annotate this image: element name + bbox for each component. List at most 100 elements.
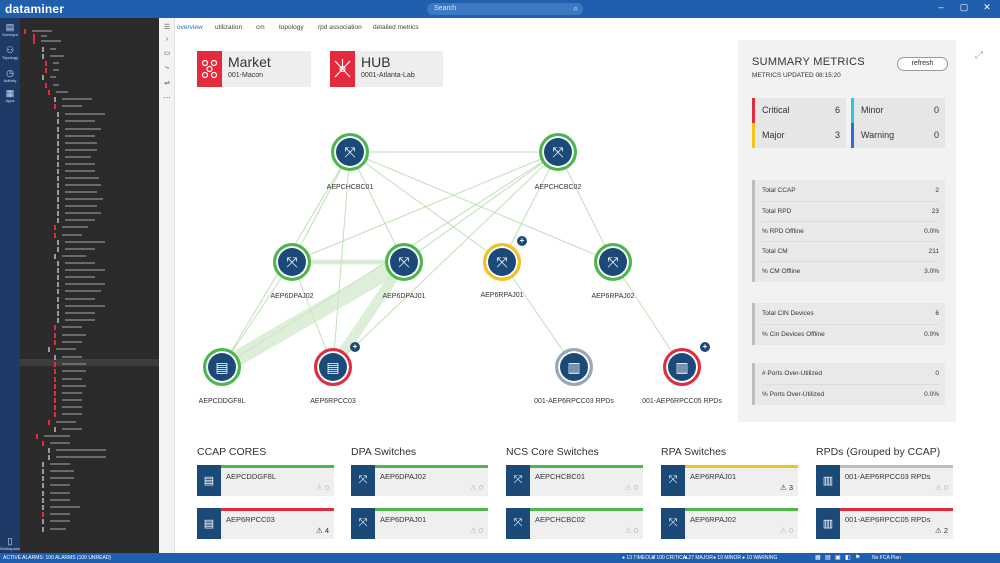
tab-utilization[interactable]: utilization (215, 24, 243, 31)
device-list-item[interactable]: ⤧ AEP6RPAJ01 ⚠ 3 (661, 465, 798, 496)
expand-node-icon[interactable]: + (700, 342, 710, 352)
tree-item[interactable] (62, 334, 86, 336)
menu-icon[interactable]: ☰ (163, 24, 171, 31)
tree-item[interactable] (50, 48, 56, 50)
rail-item-apps[interactable]: ▦ Apps (0, 88, 20, 103)
tree-item[interactable] (65, 262, 95, 264)
device-list-item[interactable]: ▤ AEP6RPCC03 ⚠ 4 (197, 508, 334, 539)
alarm-warning[interactable]: Warning 0 (851, 123, 945, 148)
tree-item[interactable] (62, 326, 82, 328)
tree-item[interactable] (50, 470, 74, 472)
chevron-right-icon[interactable]: › (165, 36, 169, 43)
tree-item[interactable] (50, 477, 74, 479)
rail-item-surveyor[interactable]: ▤ Surveyor (0, 22, 20, 37)
expand-node-icon[interactable]: + (350, 342, 360, 352)
tree-item[interactable] (50, 484, 70, 486)
tab-overview[interactable]: overview (177, 24, 203, 31)
refresh-button[interactable]: refresh (897, 57, 948, 71)
close-icon[interactable]: ✕ (983, 2, 991, 12)
tree-item[interactable] (62, 356, 82, 358)
tree-item[interactable] (32, 30, 52, 32)
tab-detailed-metrics[interactable]: detailed metrics (373, 24, 419, 31)
tree-item[interactable] (62, 392, 82, 394)
tree-item[interactable] (53, 84, 59, 86)
tree-item[interactable] (62, 234, 82, 236)
minimize-icon[interactable]: – (938, 2, 944, 12)
tree-item[interactable] (50, 492, 70, 494)
status-counter[interactable]: ● 13 TIMEOUT (622, 555, 656, 561)
tree-item[interactable] (65, 149, 97, 151)
tree-item[interactable] (56, 456, 106, 458)
active-alarms-text[interactable]: ACTIVE ALARMS: 100 ALARMS (100 UNREAD) (3, 555, 112, 561)
tree-item[interactable] (50, 463, 70, 465)
rail-item-workspace[interactable]: ▯ Workspace (0, 536, 20, 551)
status-tool-icon[interactable]: ◧ (845, 555, 851, 561)
tree-item[interactable] (62, 399, 82, 401)
tree-item[interactable] (65, 191, 97, 193)
status-counter[interactable]: ● 10 WARNING (742, 555, 778, 561)
tree-item[interactable] (50, 520, 70, 522)
tab-rpd-association[interactable]: rpd association (318, 24, 362, 31)
tree-item[interactable] (50, 76, 56, 78)
topology-node[interactable]: ⤧ (331, 133, 369, 171)
maximize-icon[interactable]: ▢ (959, 2, 969, 12)
topology-node[interactable]: ⤧ (483, 243, 521, 281)
topology-node[interactable]: ⤧ (385, 243, 423, 281)
tree-item[interactable] (62, 255, 86, 257)
tree-item[interactable] (41, 35, 47, 37)
topology-node[interactable]: ▤ (203, 348, 241, 386)
topology-node[interactable]: ▥ (663, 348, 701, 386)
tree-item[interactable] (56, 449, 106, 451)
status-counter[interactable]: ● 27 MAJOR (684, 555, 713, 561)
tree-item[interactable] (65, 113, 105, 115)
tree-item[interactable] (56, 348, 76, 350)
tab-cm[interactable]: cm (256, 24, 265, 31)
tree-item[interactable] (62, 105, 82, 107)
expand-node-icon[interactable]: + (517, 236, 527, 246)
tree-selected-row[interactable] (20, 359, 159, 366)
status-counter[interactable]: ● 10 MINOR (713, 555, 742, 561)
topology-node[interactable]: ⤧ (273, 243, 311, 281)
tree-item[interactable] (62, 363, 86, 365)
monitor-icon[interactable]: ▭ (163, 50, 171, 57)
hub-card[interactable]: HUB 0001-Atlanta-Lab (330, 51, 443, 87)
tab-topology[interactable]: topology (279, 24, 304, 31)
topology-node[interactable]: ⤧ (539, 133, 577, 171)
rail-item-topology[interactable]: ⚇ Topology (0, 45, 20, 60)
fca-plan-text[interactable]: No FCA Plan (872, 555, 901, 561)
topology-node[interactable]: ▥ (555, 348, 593, 386)
tree-item[interactable] (62, 385, 86, 387)
tree-item[interactable] (65, 212, 101, 214)
device-list-item[interactable]: ▥ 001-AEP6RPCC05 RPDs ⚠ 2 (816, 508, 953, 539)
alarm-major[interactable]: Major 3 (752, 123, 846, 148)
tree-item[interactable] (62, 413, 82, 415)
tree-item[interactable] (56, 91, 68, 93)
more-icon[interactable]: ⋯ (163, 95, 171, 102)
tree-item[interactable] (62, 428, 82, 430)
element-tree[interactable] (20, 18, 159, 553)
tree-item[interactable] (65, 283, 105, 285)
expand-icon[interactable]: ⤢ (975, 50, 983, 61)
tree-item[interactable] (50, 55, 64, 57)
tree-item[interactable] (44, 435, 70, 437)
tree-item[interactable] (65, 290, 101, 292)
device-list-item[interactable]: ▤ AEPCDDGF8L ⚠ 0 (197, 465, 334, 496)
tree-item[interactable] (62, 370, 86, 372)
status-tool-icon[interactable]: ⚑ (855, 555, 861, 561)
tree-item[interactable] (65, 312, 95, 314)
tree-item[interactable] (65, 135, 95, 137)
tree-item[interactable] (65, 269, 105, 271)
status-tool-icon[interactable]: ▦ (815, 555, 821, 561)
device-list-item[interactable]: ▥ 001-AEP6RPCC03 RPDs ⚠ 0 (816, 465, 953, 496)
tree-item[interactable] (65, 184, 101, 186)
tree-item[interactable] (50, 506, 80, 508)
tree-item[interactable] (53, 62, 59, 64)
alarm-minor[interactable]: Minor 0 (851, 98, 945, 123)
tree-item[interactable] (50, 442, 70, 444)
tree-item[interactable] (62, 341, 82, 343)
tree-item[interactable] (65, 241, 105, 243)
rail-item-activity[interactable]: ◷ Activity (0, 68, 20, 83)
tree-item[interactable] (65, 142, 97, 144)
connect-icon[interactable]: ⇌ (164, 80, 170, 87)
alarm-critical[interactable]: Critical 6 (752, 98, 846, 123)
